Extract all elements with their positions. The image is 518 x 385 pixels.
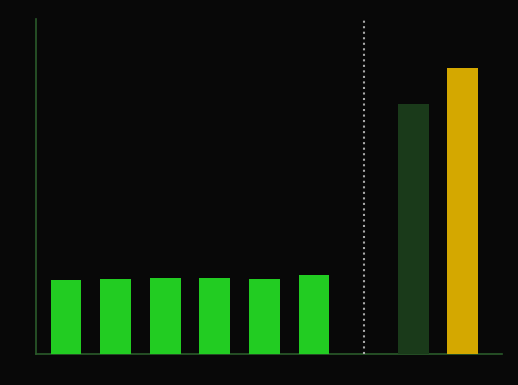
Bar: [249, 279, 280, 354]
Bar: [100, 279, 131, 354]
Bar: [199, 278, 230, 354]
Bar: [150, 278, 181, 354]
Bar: [51, 280, 81, 354]
Bar: [398, 104, 428, 354]
Bar: [298, 275, 329, 354]
Bar: [448, 68, 478, 354]
